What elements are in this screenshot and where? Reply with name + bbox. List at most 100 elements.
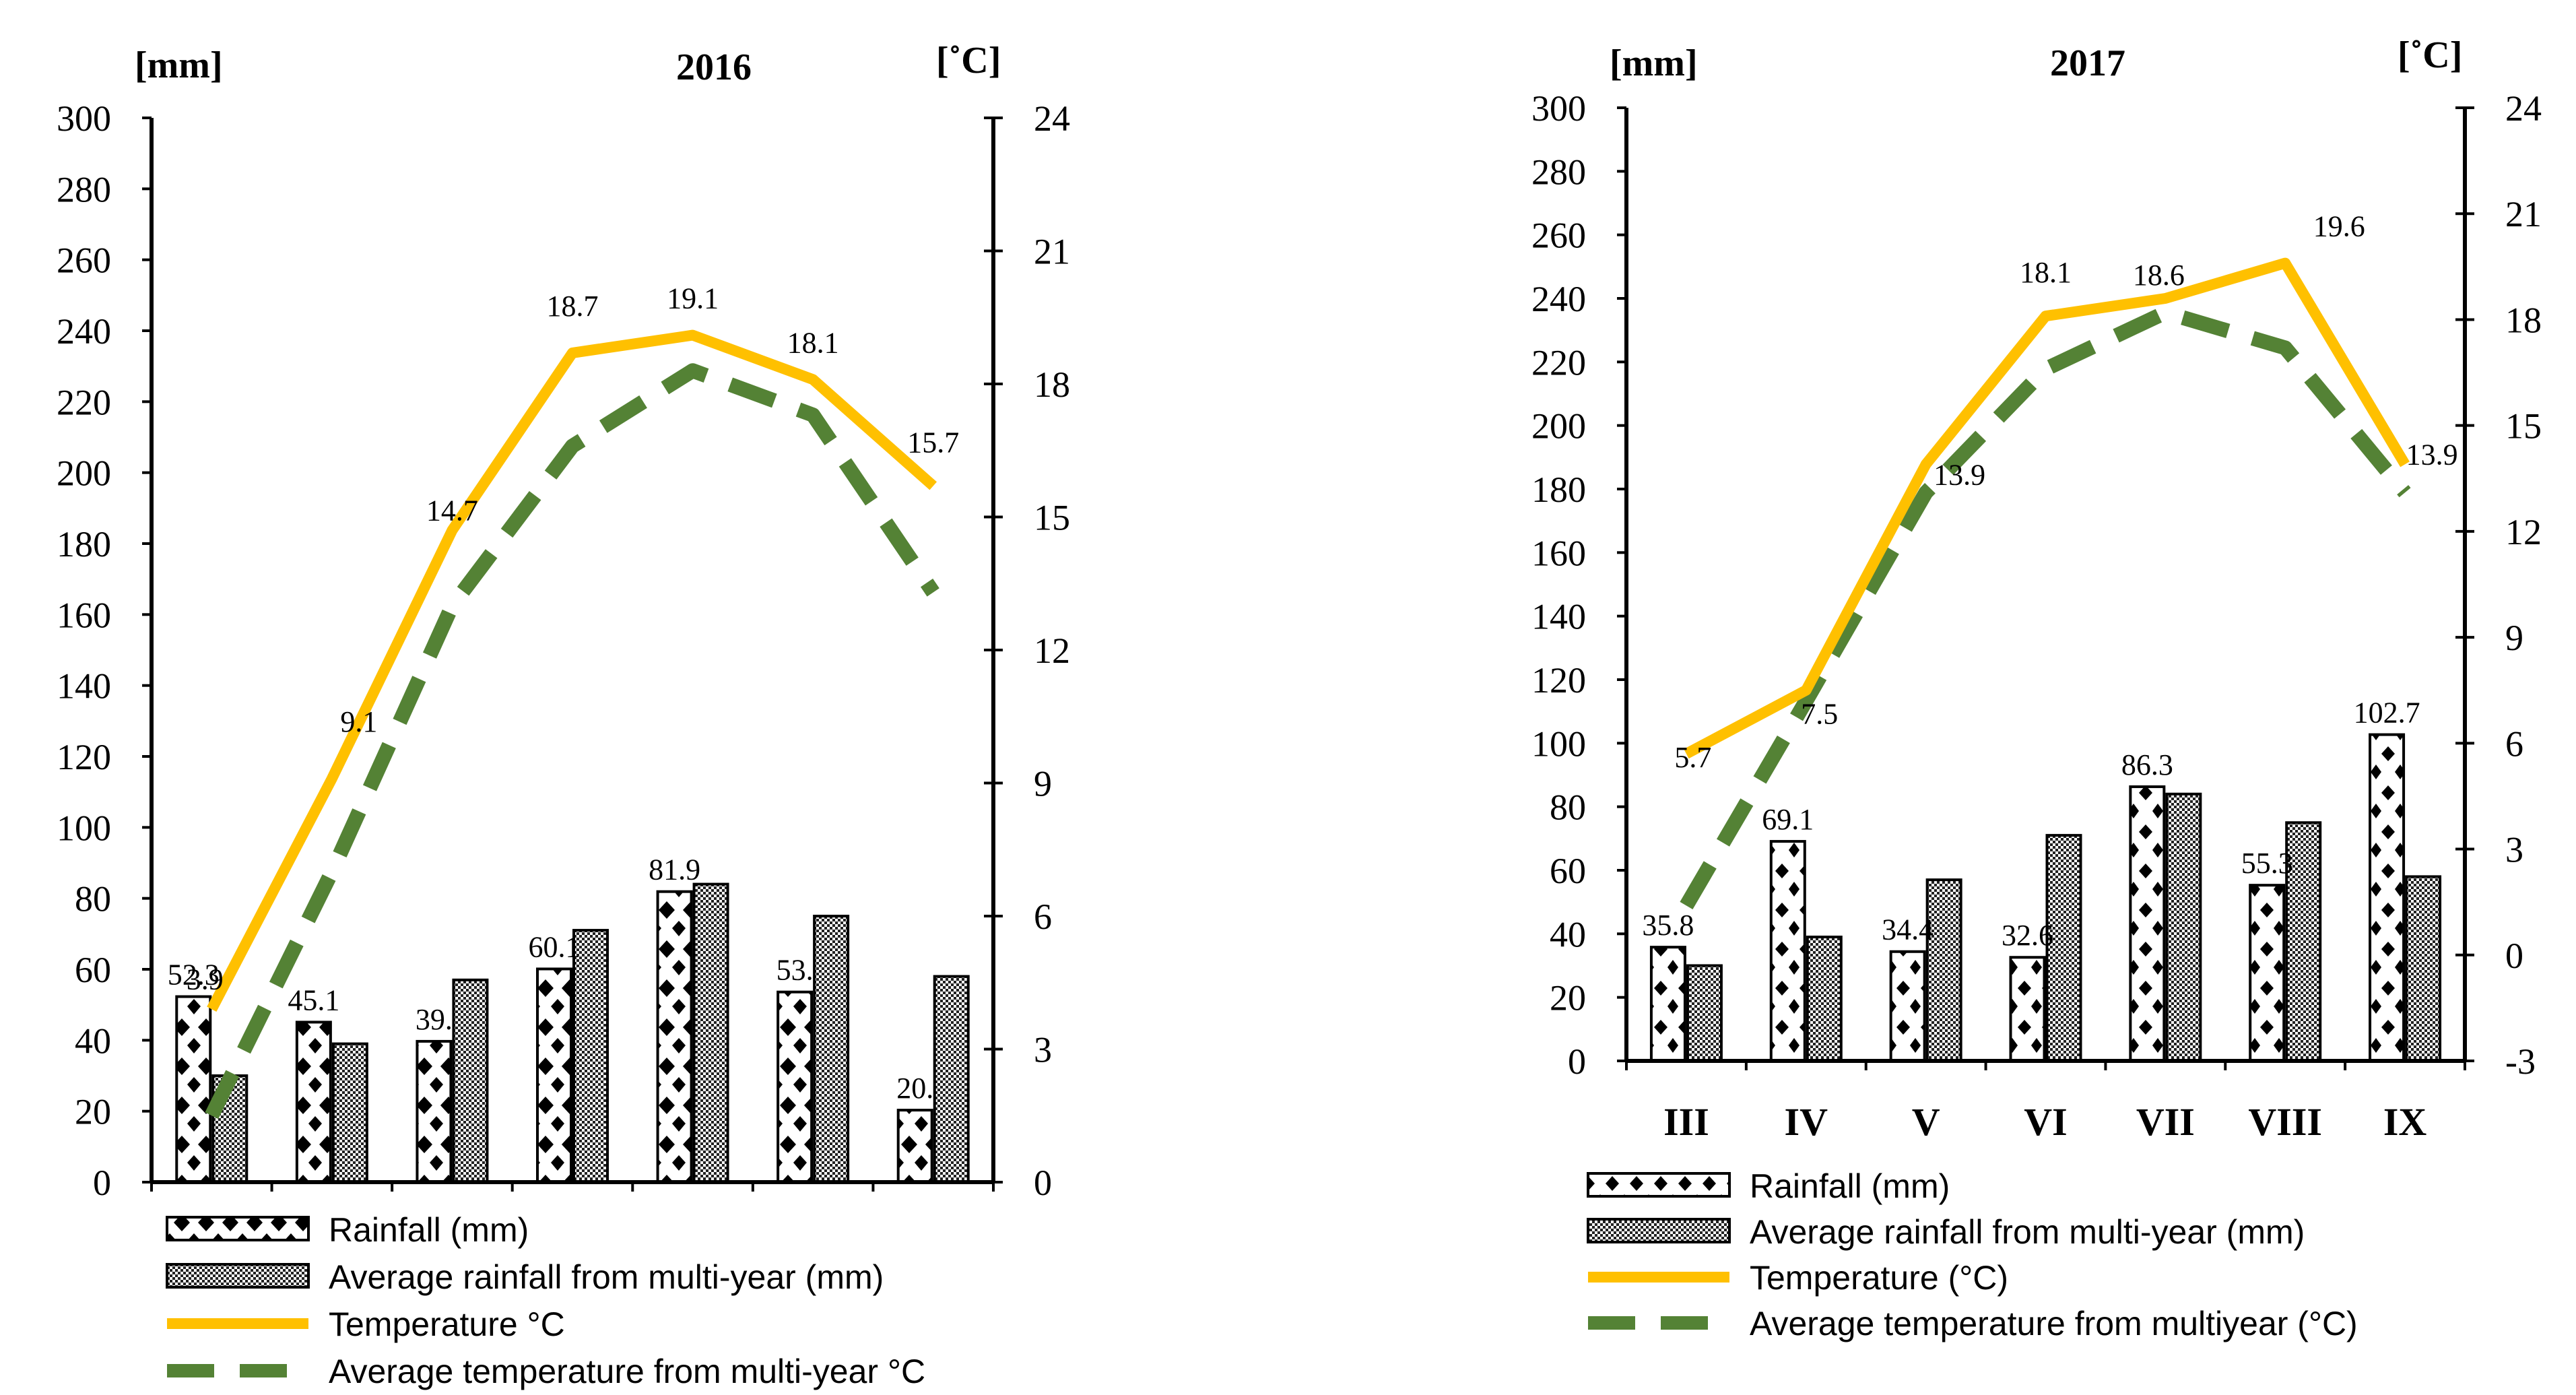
left-tick-label: 200	[1531, 406, 1586, 447]
left-tick-label: 20	[1550, 978, 1586, 1018]
left-tick-label: 200	[57, 453, 111, 494]
legend-label: Rainfall (mm)	[329, 1211, 529, 1249]
category-label: VII	[2136, 1100, 2195, 1144]
right-tick-label: 0	[1034, 1163, 1052, 1203]
avg-temperature-line	[205, 363, 939, 1120]
left-tick-label: 220	[1531, 342, 1586, 383]
avg-rainfall-bar	[2405, 875, 2442, 1063]
temperature-data-label: 7.5	[1801, 698, 1838, 731]
right-tick-label: 15	[1034, 498, 1070, 538]
temperature-line	[1684, 257, 2410, 759]
left-tick-label: 260	[57, 240, 111, 281]
legend-rainfall-swatch	[166, 1216, 310, 1241]
rainfall-bar	[896, 1109, 933, 1183]
right-tick-label: 12	[2505, 512, 2542, 552]
rainfall-data-label: 35.8	[1642, 909, 1694, 942]
left-tick-label: 240	[57, 311, 111, 352]
rainfall-bar	[1649, 946, 1686, 1062]
left-tick-label: 180	[57, 524, 111, 564]
avg-rainfall-bar	[1686, 964, 1723, 1062]
temperature-data-label: 18.1	[2020, 256, 2072, 289]
left-tick-label: 80	[1550, 787, 1586, 828]
temperature-data-label: 19.6	[2313, 210, 2365, 243]
right-tick-label: 21	[2505, 194, 2542, 234]
rainfall-data-label: 39.	[416, 1003, 453, 1036]
avg-rainfall-bar	[1806, 936, 1843, 1063]
left-tick-label: 280	[1531, 152, 1586, 192]
right-tick-label: 21	[1034, 232, 1070, 272]
avg-rainfall-bar	[813, 915, 850, 1183]
left-tick-label: 20	[75, 1092, 111, 1132]
rainfall-data-label: 53.	[777, 954, 814, 987]
chart-2016: [mm] 2016 [˚C] 0204060801001201401601802…	[57, 40, 1070, 1390]
rainfall-bar	[536, 967, 572, 1184]
left-tick-label: 140	[57, 666, 111, 707]
left-tick-label: 180	[1531, 469, 1586, 510]
rainfall-bar	[175, 995, 212, 1183]
left-axis-unit: [mm]	[1610, 42, 1698, 84]
left-tick-label: 120	[1531, 660, 1586, 701]
rainfall-data-label: 55.3	[2241, 847, 2293, 880]
rainfall-bar	[416, 1039, 453, 1183]
left-tick-label: 300	[1531, 88, 1586, 129]
left-tick-label: 160	[57, 595, 111, 635]
rainfall-data-label: 34.4	[1882, 913, 1934, 946]
category-label: IV	[1785, 1100, 1828, 1144]
rainfall-data-label: 45.1	[288, 983, 339, 1016]
left-axis-unit: [mm]	[135, 44, 223, 86]
temperature-data-label: 13.9	[1934, 458, 1985, 491]
rainfall-bar	[1889, 950, 1926, 1063]
rainfall-bar	[1769, 840, 1806, 1063]
rainfall-data-label: 81.9	[649, 853, 700, 886]
rainfall-data-label: 32.6	[2002, 919, 2053, 952]
legend-label: Temperature (°C)	[1750, 1259, 2008, 1297]
avg-rainfall-bar	[331, 1042, 368, 1183]
temperature-data-label: 9.1	[340, 705, 377, 738]
legend-label: Average temperature from multi-year °C	[329, 1353, 925, 1390]
chart-2017: [mm] 2017 [˚C] 0204060801001201401601802…	[1531, 34, 2542, 1342]
right-tick-label: 6	[2505, 723, 2523, 764]
avg-rainfall-bar	[692, 882, 729, 1183]
temperature-data-label: 19.1	[667, 282, 719, 315]
rainfall-data-label: 20.	[896, 1072, 933, 1105]
legend-label: Average rainfall from multi-year (mm)	[1750, 1213, 2305, 1251]
avg-temperature-line	[1680, 304, 2411, 909]
rainfall-data-label: 60.1	[529, 930, 581, 963]
right-tick-label: 18	[2505, 300, 2542, 340]
right-axis-unit: [˚C]	[2398, 34, 2462, 76]
legend-rainfall-swatch	[1587, 1172, 1731, 1198]
avg-rainfall-bar	[2285, 821, 2322, 1062]
temperature-data-label: 18.1	[787, 326, 839, 359]
rainfall-data-label: 86.3	[2121, 748, 2173, 781]
avg-rainfall-bar	[2165, 792, 2202, 1063]
left-tick-label: 120	[57, 737, 111, 777]
category-label: V	[1912, 1100, 1940, 1144]
rainfall-data-label: 69.1	[1762, 803, 1814, 836]
left-tick-label: 0	[1568, 1041, 1586, 1082]
left-tick-label: 100	[1531, 723, 1586, 764]
legend-label: Average rainfall from multi-year (mm)	[329, 1258, 884, 1296]
temperature-data-label: 15.7	[907, 426, 959, 459]
left-tick-label: 140	[1531, 597, 1586, 637]
left-tick-label: 260	[1531, 216, 1586, 256]
legend-label: Temperature °C	[329, 1305, 565, 1343]
left-tick-label: 300	[57, 98, 111, 139]
temperature-data-label: 13.9	[2406, 438, 2458, 471]
temperature-line	[207, 329, 937, 1012]
left-tick-label: 240	[1531, 279, 1586, 319]
left-tick-label: 60	[75, 950, 111, 990]
right-tick-label: 9	[1034, 764, 1052, 804]
right-tick-label: 24	[1034, 98, 1070, 139]
legend-label: Average temperature from multiyear (°C)	[1750, 1305, 2358, 1342]
left-tick-label: 40	[1550, 914, 1586, 954]
category-label: VIII	[2248, 1100, 2322, 1144]
rainfall-bar	[2129, 785, 2166, 1062]
legend-label: Rainfall (mm)	[1750, 1167, 1950, 1205]
left-tick-label: 60	[1550, 851, 1586, 891]
right-tick-label: 3	[2505, 830, 2523, 870]
rainfall-bar	[656, 890, 693, 1184]
left-tick-label: 80	[75, 879, 111, 919]
chart-title: 2017	[2050, 42, 2125, 84]
temperature-data-label: 5.7	[1674, 741, 1711, 774]
